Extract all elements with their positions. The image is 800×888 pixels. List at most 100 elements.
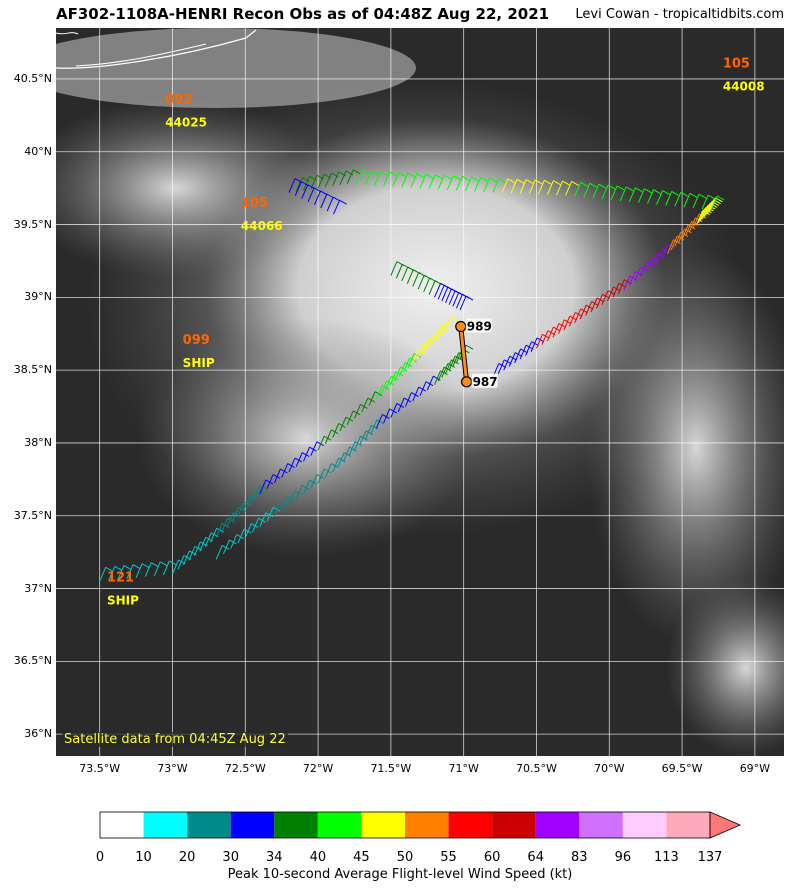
- colorbar-segment: [230, 812, 275, 838]
- wind-barb-flag: [432, 334, 440, 340]
- wind-barb-flag: [644, 188, 652, 194]
- wind-barb: [392, 172, 400, 187]
- wind-barb-flag: [396, 403, 405, 408]
- credit-text: Levi Cowan - tropicaltidbits.com: [575, 7, 784, 22]
- wind-barb: [701, 204, 709, 220]
- wind-barb-flag: [338, 457, 346, 463]
- wind-barb: [237, 528, 245, 544]
- wind-barb: [692, 193, 700, 209]
- wind-barb: [375, 385, 383, 400]
- colorbar-segment: [361, 812, 405, 838]
- wind-barb: [204, 532, 212, 547]
- wind-barb-flag: [238, 506, 246, 512]
- wind-barb: [237, 501, 245, 516]
- wind-barb-flag: [354, 441, 363, 447]
- wind-barb: [390, 261, 398, 276]
- wind-barb-flag: [427, 339, 436, 345]
- wind-barb: [406, 269, 414, 284]
- wind-barb: [419, 381, 427, 396]
- wind-barb-flag: [132, 564, 141, 569]
- wind-barb: [253, 485, 261, 500]
- wind-barb: [421, 339, 429, 354]
- wind-barb: [637, 188, 645, 203]
- wind-barb: [324, 463, 332, 478]
- wind-barb: [332, 171, 340, 187]
- wind-barb-flag: [169, 560, 177, 566]
- wind-barb-flag: [160, 561, 168, 567]
- wind-barb-flag: [450, 316, 458, 322]
- wind-barb: [398, 362, 406, 377]
- wind-barb: [326, 196, 334, 212]
- wind-barb: [426, 375, 434, 391]
- wind-barb: [333, 199, 341, 215]
- wind-barb: [243, 496, 250, 511]
- wind-barb: [339, 416, 347, 432]
- colorbar-tick-label: 113: [654, 850, 679, 865]
- wind-barb-flag: [689, 192, 698, 198]
- wind-barb-flag: [309, 175, 317, 181]
- wind-barb: [332, 423, 340, 438]
- wind-barb: [703, 203, 711, 218]
- wind-barb: [519, 345, 527, 360]
- wind-barb-flag: [625, 186, 634, 192]
- wind-barb: [607, 286, 614, 302]
- wind-barb-flag: [114, 565, 123, 571]
- colorbar-tick-label: 55: [440, 850, 457, 865]
- colorbar-tick-label: 45: [353, 850, 370, 865]
- wind-barb: [281, 463, 289, 478]
- wind-barb: [383, 408, 391, 424]
- wind-barb-flag: [389, 408, 397, 414]
- wind-barb: [359, 430, 367, 445]
- wind-barb-flag: [707, 194, 716, 200]
- colorbar-segment: [535, 812, 580, 838]
- wind-barb: [710, 195, 718, 211]
- wind-barb: [455, 176, 463, 191]
- wind-barb-flag: [349, 446, 357, 452]
- wind-barb: [397, 397, 405, 413]
- pressure-obs: 989 987: [455, 318, 498, 389]
- lat-tick-label: 39.5°N: [13, 217, 52, 231]
- wind-barb: [230, 534, 238, 549]
- wind-barb: [348, 441, 356, 456]
- wind-barb-flag: [653, 189, 661, 195]
- wind-barb: [455, 294, 463, 309]
- colorbar-tick-label: 83: [571, 850, 588, 865]
- wind-barb: [619, 186, 627, 202]
- wind-barb: [313, 190, 321, 206]
- station-wind-value: 099: [183, 333, 210, 348]
- wind-barb: [439, 321, 447, 336]
- station-name: SHIP: [107, 593, 139, 607]
- lon-tick-label: 71°W: [448, 762, 479, 775]
- wind-barb-flag: [423, 343, 431, 349]
- station-name: SHIP: [183, 356, 215, 370]
- wind-barb-flag: [316, 474, 325, 479]
- lat-tick-label: 37°N: [24, 581, 52, 595]
- wind-barb-flag: [339, 199, 347, 205]
- lon-tick-label: 70.5°W: [516, 762, 557, 775]
- wind-barb: [645, 257, 653, 273]
- wind-barb: [519, 179, 527, 194]
- colorbar-tick-label: 20: [178, 850, 196, 865]
- wind-barb: [288, 490, 296, 506]
- wind-barb: [665, 191, 673, 206]
- wind-barb-flag: [425, 381, 434, 387]
- wind-barb: [452, 352, 460, 367]
- wind-barb: [441, 286, 449, 302]
- wind-barb: [601, 184, 609, 200]
- wind-barb-flag: [232, 512, 241, 518]
- lat-tick-label: 38°N: [24, 435, 52, 449]
- wind-barb: [310, 441, 318, 456]
- wind-barb: [610, 185, 618, 201]
- wind-barb: [355, 170, 363, 185]
- wind-barb-flag: [380, 170, 388, 176]
- wind-barb-flag: [616, 185, 625, 191]
- wind-barb-flag: [229, 539, 237, 545]
- wind-barb-flag: [309, 446, 317, 452]
- wind-barb: [670, 235, 678, 251]
- wind-barb-flag: [525, 179, 534, 185]
- colorbar-tick-label: 60: [483, 850, 501, 865]
- colorbar-segment: [666, 812, 710, 838]
- lat-tick-label: 40°N: [24, 144, 52, 158]
- wind-barb-flag: [607, 184, 616, 190]
- wind-barb: [294, 181, 302, 196]
